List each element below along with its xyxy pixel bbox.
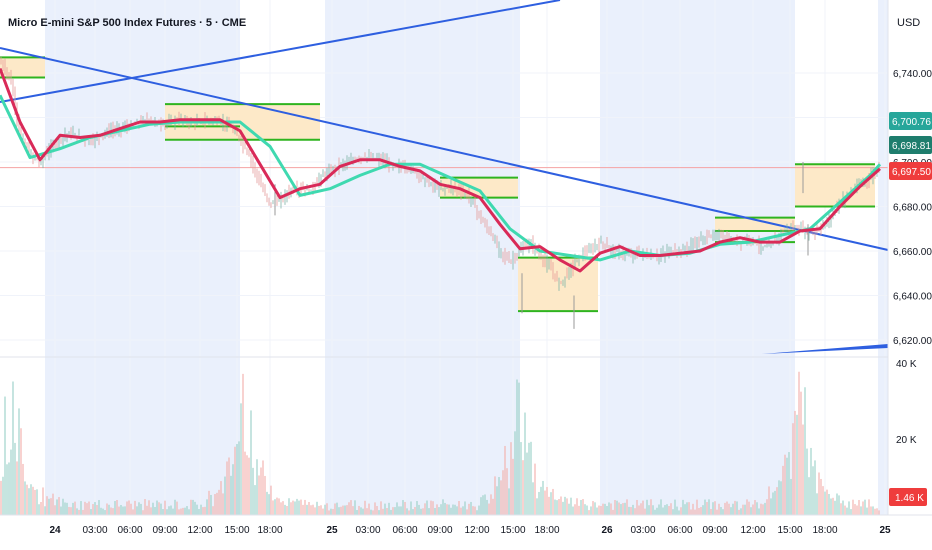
volume-label-bg xyxy=(889,488,927,506)
session-band xyxy=(600,0,795,515)
time-tick-label: 25 xyxy=(326,525,338,536)
price-label: 6,698.81 xyxy=(892,141,931,152)
time-tick-label: 12:00 xyxy=(187,525,212,536)
time-tick-label: 25 xyxy=(879,525,891,536)
time-tick-label: 12:00 xyxy=(464,525,489,536)
price-label: 6,697.50 xyxy=(892,167,931,178)
price-label-bg xyxy=(889,162,932,180)
time-axis-bg xyxy=(0,515,932,550)
price-tick-label: 6,660.00 xyxy=(893,247,932,258)
time-tick-label: 09:00 xyxy=(427,525,452,536)
trendline-falling xyxy=(0,47,889,251)
trendline-lower xyxy=(762,344,888,354)
session-band xyxy=(45,0,240,515)
session-band xyxy=(878,0,888,515)
currency-label[interactable]: USD xyxy=(897,17,921,29)
price-axis-bg xyxy=(888,0,932,515)
price-tick-label: 6,620.00 xyxy=(893,336,932,347)
volume-tick-label: 20 K xyxy=(896,435,917,446)
time-tick-label: 18:00 xyxy=(812,525,837,536)
chart-title: Micro E-mini S&P 500 Index Futures · 5 ·… xyxy=(8,17,247,29)
time-tick-label: 06:00 xyxy=(392,525,417,536)
session-band xyxy=(325,0,520,515)
price-tick-label: 6,640.00 xyxy=(893,292,932,303)
time-tick-label: 15:00 xyxy=(500,525,525,536)
time-tick-label: 03:00 xyxy=(82,525,107,536)
time-tick-label: 06:00 xyxy=(667,525,692,536)
price-tick-label: 6,740.00 xyxy=(893,69,932,80)
time-tick-label: 06:00 xyxy=(117,525,142,536)
trendline-rising xyxy=(0,0,561,103)
time-tick-label: 18:00 xyxy=(534,525,559,536)
price-label-bg xyxy=(889,136,932,154)
time-tick-label: 26 xyxy=(601,525,613,536)
time-tick-label: 03:00 xyxy=(355,525,380,536)
price-label-bg xyxy=(889,112,932,130)
time-tick-label: 09:00 xyxy=(702,525,727,536)
time-tick-label: 24 xyxy=(49,525,61,536)
price-tick-label: 6,680.00 xyxy=(893,203,932,214)
time-tick-label: 18:00 xyxy=(257,525,282,536)
time-tick-label: 15:00 xyxy=(224,525,249,536)
time-tick-label: 12:00 xyxy=(740,525,765,536)
volume-current-label: 1.46 K xyxy=(895,493,924,504)
volume-tick-label: 40 K xyxy=(896,359,917,370)
range-box xyxy=(715,217,795,231)
time-tick-label: 09:00 xyxy=(152,525,177,536)
price-label: 6,700.76 xyxy=(892,117,931,128)
slow-moving-average xyxy=(0,94,882,262)
fast-moving-average xyxy=(0,67,881,273)
time-tick-label: 03:00 xyxy=(630,525,655,536)
time-tick-label: 15:00 xyxy=(777,525,802,536)
